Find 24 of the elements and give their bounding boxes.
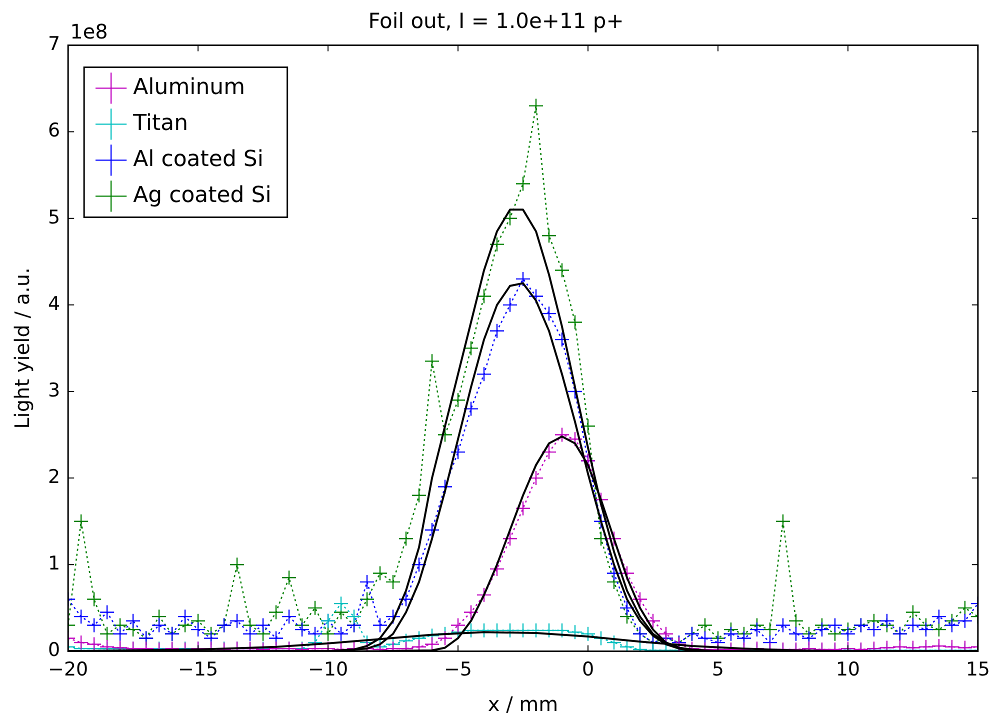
x-tick-label: 0 [582,658,594,681]
legend-label: Ag coated Si [133,182,272,208]
x-axis-title: x / mm [488,692,558,716]
text: 1e8 [70,19,108,44]
x-tick-label: −20 [48,658,88,681]
legend-label: Al coated Si [133,146,264,172]
y-tick-label: 4 [48,292,60,315]
x-tick-label: −15 [178,658,218,681]
y-tick-label: 5 [48,206,60,228]
y-tick-label: 6 [48,120,60,142]
x-tick-label: 10 [836,658,860,681]
x-tick-label: 5 [712,658,724,681]
legend-label: Aluminum [133,74,246,100]
y-axis-title: Light yield / a.u. [10,268,34,429]
legend-label: Titan [132,110,188,136]
x-tick-label: −10 [308,658,348,681]
chart-title: Foil out, I = 1.0e+11 p+ [368,9,624,34]
y-tick-label: 2 [48,466,60,488]
y-tick-label: 1 [48,552,60,575]
x-tick-label: 15 [966,658,990,681]
x-tick-label: −5 [444,658,472,681]
y-tick-label: 3 [48,379,60,402]
y-tick-label: 7 [48,33,60,56]
y-tick-label: 0 [48,639,60,662]
